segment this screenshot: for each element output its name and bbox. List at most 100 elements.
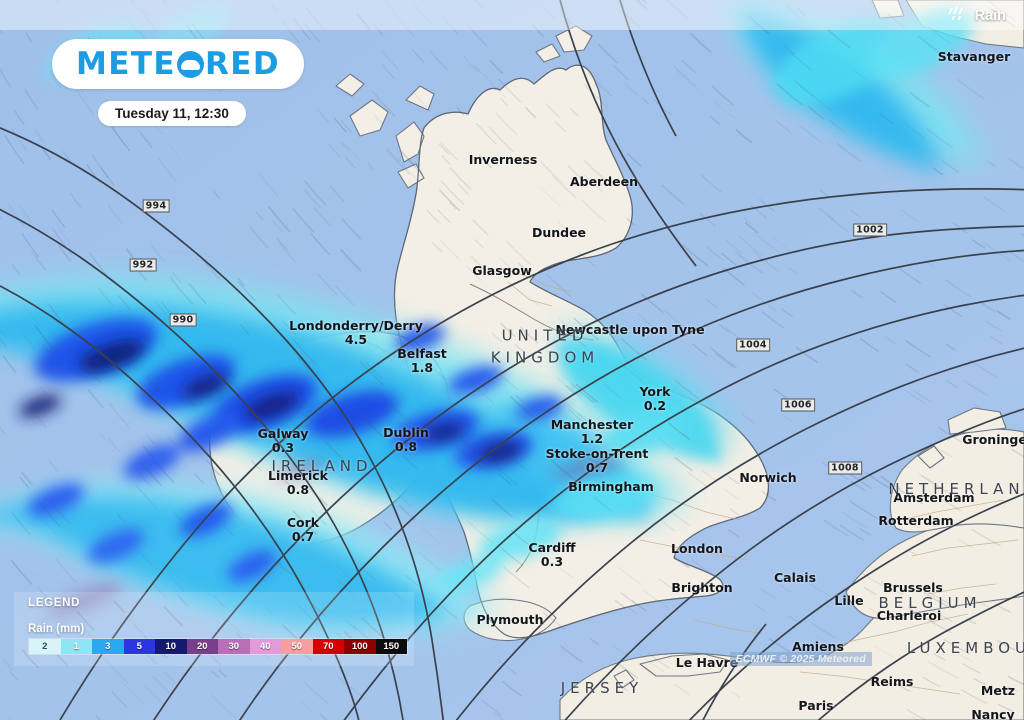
country-label-ireland: IRELAND	[271, 457, 373, 475]
city-name: Birmingham	[568, 479, 654, 494]
city-label-plymouth: Plymouth	[477, 612, 544, 627]
city-name: Manchester	[550, 417, 634, 432]
isobar-label-1008: 1008	[828, 461, 862, 475]
city-name: Inverness	[468, 152, 538, 167]
city-name: Cardiff	[528, 540, 576, 555]
city-name: Nancy	[971, 707, 1015, 720]
city-name: Plymouth	[476, 612, 544, 627]
city-rain-value: 4.5	[344, 332, 368, 347]
legend-stop-10[interactable]: 10	[155, 639, 187, 654]
legend-panel: LEGEND Rain (mm) 2 1 3 5 10 20 30 40 50 70 100 150	[14, 592, 414, 666]
city-rain-value: 1.2	[580, 431, 604, 446]
isobar-label-1002: 1002	[853, 223, 887, 237]
city-rain-value: 0.8	[286, 482, 310, 497]
legend-stop-2[interactable]: 2	[29, 639, 61, 654]
city-label-cardiff: Cardiff 0.3	[528, 540, 575, 568]
cloud-in-circle-icon	[176, 50, 204, 78]
city-label-nancy: Nancy	[971, 707, 1014, 720]
legend-stop-50[interactable]: 50	[281, 639, 313, 654]
city-name: Glasgow	[472, 263, 532, 278]
city-label-belfast: Belfast 1.8	[397, 346, 447, 374]
city-label-amsterdam: Amsterdam	[893, 490, 974, 505]
city-name: Limerick	[268, 468, 328, 483]
city-name: Amsterdam	[893, 490, 975, 505]
logo-text-after: RED	[204, 46, 280, 82]
city-label-rotterdam: Rotterdam	[878, 513, 953, 528]
city-name: Dublin	[383, 425, 429, 440]
country-label-luxembourg: LUXEMBOURG	[906, 639, 1024, 657]
city-name: Paris	[798, 698, 834, 713]
city-rain-value: 1.8	[410, 360, 434, 375]
city-name: London	[671, 541, 723, 556]
city-name: Reims	[870, 674, 914, 689]
city-rain-value: 0.3	[540, 554, 564, 569]
city-name: Norwich	[739, 470, 797, 485]
legend-stop-20[interactable]: 20	[186, 639, 218, 654]
city-name: Groningen	[962, 432, 1024, 447]
city-label-londonderry-derry: Londonderry/Derry 4.5	[289, 318, 423, 346]
city-name: Stoke-on-Trent	[545, 446, 649, 461]
city-label-inverness: Inverness	[469, 152, 538, 167]
meteored-logo-text: METE RED	[76, 46, 280, 82]
city-label-galway: Galway 0.3	[258, 426, 309, 454]
legend-stop-1[interactable]: 1	[60, 639, 92, 654]
legend-stop-40[interactable]: 40	[249, 639, 281, 654]
city-rain-value: 0.8	[394, 439, 418, 454]
country-label-united-kingdom: UNITED KINGDOM	[490, 326, 600, 366]
city-label-norwich: Norwich	[739, 470, 796, 485]
city-label-paris: Paris	[798, 698, 833, 713]
logo-text-before: METE	[76, 46, 176, 82]
city-label-brighton: Brighton	[671, 580, 732, 595]
city-label-aberdeen: Aberdeen	[570, 174, 638, 189]
city-name: Cork	[286, 515, 320, 530]
city-label-groningen: Groningen	[962, 432, 1024, 447]
city-name: York	[639, 384, 671, 399]
city-name: Stavanger	[937, 49, 1011, 64]
city-name: Metz	[980, 683, 1016, 698]
city-name: Brighton	[671, 580, 733, 595]
forecast-datetime-label: Tuesday 11, 12:30	[115, 106, 229, 121]
city-label-dundee: Dundee	[532, 225, 586, 240]
country-label-netherlands: NETHERLANDS	[888, 480, 1024, 498]
city-name: Rotterdam	[878, 513, 954, 528]
legend-stop-70[interactable]: 70	[312, 639, 344, 654]
city-label-reims: Reims	[871, 674, 914, 689]
city-name: Brussels	[883, 580, 943, 595]
city-name: Charleroi	[876, 608, 942, 623]
city-label-brussels: Brussels	[883, 580, 943, 595]
city-label-newcastle-upon-tyne: Newcastle upon Tyne	[555, 322, 704, 337]
city-rain-value: 0.2	[643, 398, 667, 413]
legend-stop-30[interactable]: 30	[218, 639, 250, 654]
rain-drops-icon	[947, 6, 968, 25]
city-name: Londonderry/Derry	[289, 318, 423, 333]
city-label-york: York 0.2	[640, 384, 671, 412]
city-label-dublin: Dublin 0.8	[383, 425, 429, 453]
legend-color-scale[interactable]: 2 1 3 5 10 20 30 40 50 70 100 150	[28, 638, 408, 655]
rain-layer-badge[interactable]: Rain	[947, 6, 1006, 25]
forecast-datetime[interactable]: Tuesday 11, 12:30	[98, 101, 246, 126]
meteored-logo[interactable]: METE RED	[52, 39, 304, 89]
rain-badge-label: Rain	[974, 7, 1006, 24]
city-label-manchester: Manchester 1.2	[551, 417, 634, 445]
city-rain-value: 0.7	[585, 460, 609, 475]
legend-stop-100[interactable]: 100	[344, 639, 376, 654]
city-label-stoke-on-trent: Stoke-on-Trent 0.7	[546, 446, 649, 474]
city-name: Lille	[834, 593, 864, 608]
city-label-glasgow: Glasgow	[472, 263, 532, 278]
city-label-charleroi: Charleroi	[877, 608, 941, 623]
isobar-label-994: 994	[142, 199, 170, 213]
legend-title: LEGEND	[28, 597, 81, 609]
city-label-lille: Lille	[834, 593, 863, 608]
country-label-jersey: JERSEY	[560, 679, 644, 697]
legend-stop-5[interactable]: 5	[123, 639, 155, 654]
city-label-cork: Cork 0.7	[287, 515, 319, 543]
legend-stop-3[interactable]: 3	[92, 639, 124, 654]
city-name: Newcastle upon Tyne	[555, 322, 705, 337]
city-name: Dundee	[531, 225, 587, 240]
legend-stop-150[interactable]: 150	[375, 639, 407, 654]
isobar-label-1006: 1006	[781, 398, 815, 412]
isobar-label-990: 990	[169, 313, 197, 327]
